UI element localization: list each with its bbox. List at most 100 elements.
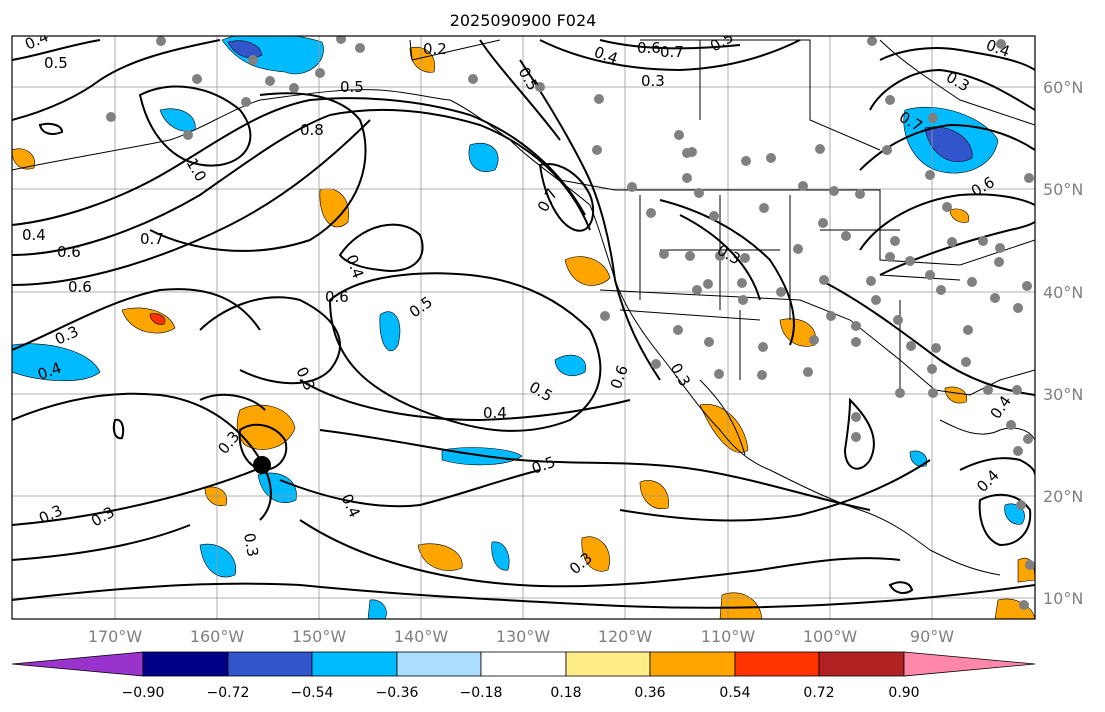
colorbar-tick-label: −0.36 — [376, 685, 419, 701]
colorbar-segment — [734, 651, 820, 677]
location-marker — [253, 456, 271, 474]
lon-label: 160°W — [190, 627, 245, 646]
neg-patch-trop4 — [491, 541, 510, 571]
neg-patch-gulf — [468, 143, 499, 172]
colorbar-tick-label: −0.18 — [460, 685, 503, 701]
colorbar-segment — [311, 651, 398, 677]
lat-label: 10°N — [1043, 589, 1083, 608]
neg-patch-trop3 — [199, 543, 237, 578]
contour-line — [819, 279, 1035, 396]
pos-patch-sub — [121, 307, 176, 334]
pos-core-sub — [149, 313, 166, 325]
colorbar-segment — [227, 651, 313, 677]
contour-line — [328, 272, 602, 432]
colorbar-tick-label: −0.72 — [207, 685, 250, 701]
pos-patch-hawaii — [236, 404, 296, 450]
contour-line — [679, 214, 761, 301]
neg-patch-gulfmex — [909, 450, 928, 467]
contour-line — [538, 163, 595, 232]
contour-line — [238, 423, 288, 472]
colorbar-tick-label: −0.90 — [122, 685, 165, 701]
contour-label: 0.6 — [57, 243, 81, 261]
contour-line — [539, 39, 801, 72]
contour-line — [149, 92, 367, 252]
contour-line — [12, 524, 191, 561]
pos-patch-west — [12, 148, 36, 170]
colorbar-segment — [396, 651, 482, 677]
longitude-labels: 170°W 160°W 150°W 140°W 130°W 120°W 110°… — [88, 627, 954, 646]
neg-core-alaska — [227, 40, 263, 59]
contour-line — [12, 392, 272, 521]
contour-label: 0.7 — [660, 43, 684, 61]
lon-label: 110°W — [701, 627, 756, 646]
lat-label: 60°N — [1043, 78, 1083, 97]
contour-line — [859, 193, 1035, 251]
latitude-labels: 60°N 50°N 40°N 30°N 20°N 10°N — [1043, 78, 1083, 608]
contour-line — [199, 393, 266, 411]
contour-line — [859, 123, 1035, 171]
contour-line — [12, 288, 261, 351]
lon-label: 170°W — [88, 627, 143, 646]
colorbar-tick-label: 0.72 — [803, 685, 834, 701]
contour-line — [519, 59, 661, 381]
pos-patch-ne — [949, 208, 970, 223]
neg-patch-sub1 — [379, 311, 401, 352]
neg-patch-trop2 — [257, 472, 297, 504]
colorbar-segment — [11, 651, 144, 677]
contour-line — [12, 97, 586, 226]
contour-line — [338, 223, 424, 272]
neg-patch-trop5 — [367, 599, 387, 619]
contour-label: 0.5 — [340, 78, 364, 96]
contour-line — [978, 493, 1032, 547]
contour-line — [319, 429, 871, 511]
contour-label: 0.2 — [423, 40, 447, 58]
contour-label: 0.5 — [44, 54, 68, 72]
pos-patch-ca — [564, 256, 611, 286]
contour-label: 0.3 — [240, 532, 262, 559]
contour-line — [879, 47, 1035, 71]
colorbar-tick-label: 0.18 — [550, 685, 581, 701]
contour-label: 0.8 — [300, 121, 324, 139]
contour-line — [843, 397, 875, 470]
contour-line — [888, 581, 914, 594]
contour-line — [959, 457, 1035, 476]
lat-label: 40°N — [1043, 283, 1083, 302]
contour-label: 0.6 — [325, 288, 349, 306]
contour-label: 0.3 — [641, 72, 665, 90]
contour-line — [619, 459, 931, 522]
lon-label: 100°W — [803, 627, 858, 646]
colorbar-segment — [818, 651, 905, 677]
map-frame — [11, 35, 1036, 620]
contour-line — [12, 39, 101, 61]
contour-label: 0.4 — [22, 226, 46, 244]
colorbar-segment — [649, 651, 736, 677]
pos-patch-baja — [699, 403, 749, 453]
pos-patch-trop4 — [719, 592, 763, 619]
contour-label: 0.6 — [637, 39, 661, 57]
contour-line — [12, 108, 591, 256]
lon-label: 130°W — [496, 627, 551, 646]
contour-line — [12, 582, 1035, 609]
neg-patch-sub2 — [554, 354, 587, 376]
contour-label: 0.7 — [140, 230, 164, 248]
colorbar-segment — [480, 651, 567, 677]
contour-line — [599, 39, 741, 50]
lon-label: 140°W — [394, 627, 449, 646]
contour-line — [199, 296, 341, 385]
contour-line — [112, 418, 125, 440]
contour-line — [12, 469, 256, 526]
lon-label: 150°W — [292, 627, 347, 646]
colorbar-tick-label: 0.54 — [719, 685, 750, 701]
contour-line — [299, 519, 901, 588]
pos-patch-gulf — [944, 386, 968, 404]
contour-lines — [12, 39, 1035, 609]
lat-label: 20°N — [1043, 487, 1083, 506]
colorbar-segment — [565, 651, 651, 677]
contour-line — [479, 39, 561, 141]
contour-line — [12, 39, 221, 121]
contour-line — [659, 199, 795, 346]
colorbar-ticks: −0.90 −0.72 −0.54 −0.36 −0.18 0.18 0.36 … — [122, 685, 920, 701]
pos-patch-trop3 — [581, 536, 610, 572]
colorbar-segment — [142, 651, 229, 677]
